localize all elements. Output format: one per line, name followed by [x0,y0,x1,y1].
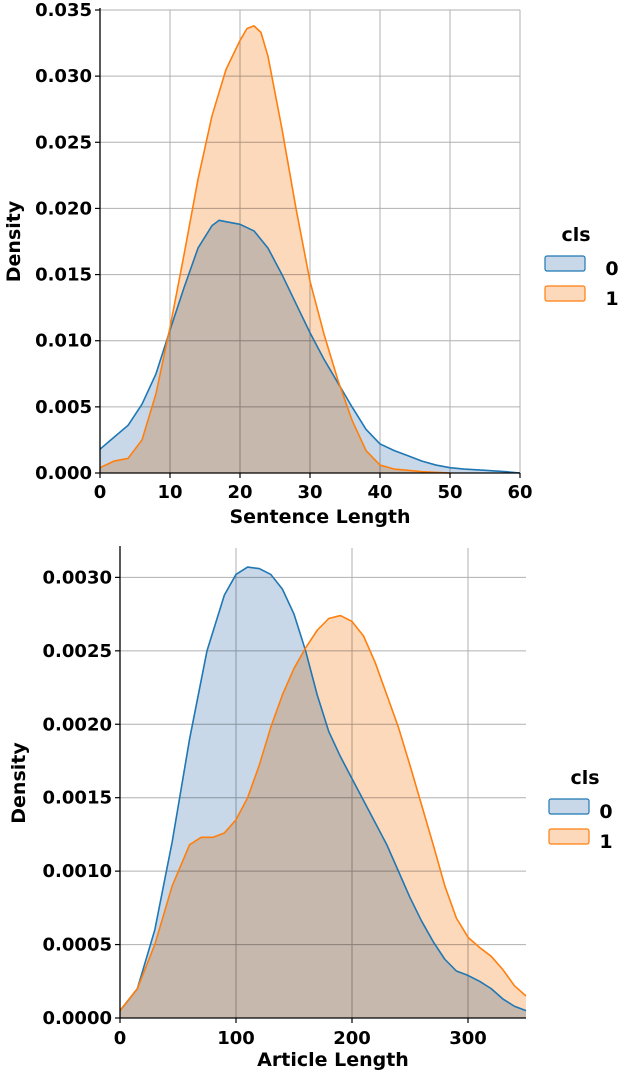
series-1-area [100,25,450,474]
legend-title: cls [561,224,590,246]
y-tick-label: 0.000 [35,463,92,484]
legend-swatch-1 [544,285,586,302]
y-tick-label: 0.0015 [43,788,112,809]
x-axis-label: Article Length [257,1049,409,1071]
series-1-line [99,25,451,474]
y-axis-label: Density [3,200,25,282]
y-tick-label: 0.015 [35,265,92,286]
y-tick-label: 0.010 [35,331,92,352]
legend-swatch-1 [548,828,590,845]
legend-title: cls [570,767,599,789]
y-axis-label: Density [8,742,30,824]
x-tick-label: 300 [449,1028,487,1049]
y-tick-label: 0.005 [35,397,92,418]
legend: cls 0 1 [544,224,619,310]
x-tick-label: 50 [437,482,462,503]
x-tick-label: 0 [114,1028,127,1049]
legend-label-0: 0 [599,801,612,823]
x-tick-label: 20 [227,482,252,503]
x-tick-label: 100 [217,1028,255,1049]
y-tick-label: 0.0020 [43,714,112,735]
x-tick-label: 60 [507,482,532,503]
legend-label-0: 0 [605,258,618,280]
legend-label-1: 1 [605,288,618,310]
x-tick-label: 0 [94,482,107,503]
legend-swatch-0 [544,255,586,272]
x-tick-label: 40 [367,482,392,503]
x-axis-label: Sentence Length [229,506,410,528]
x-tick-label: 200 [333,1028,371,1049]
series-1-area [120,615,526,1018]
x-tick-label: 30 [297,482,322,503]
sentence-length-density-chart: 0.000 0.005 0.010 0.015 0.020 0.025 0.030 0.035… [3,0,619,528]
y-tick-label: 0.0005 [43,935,112,956]
y-tick-label: 0.020 [35,198,92,219]
legend-label-1: 1 [599,831,612,853]
y-tick-label: 0.025 [35,132,92,153]
y-tick-label: 0.0025 [43,641,112,662]
y-tick-label: 0.0000 [43,1008,112,1029]
y-tick-label: 0.030 [35,66,92,87]
x-tick-label: 10 [157,482,182,503]
legend-swatch-0 [548,798,590,815]
article-length-density-chart: 0.0000 0.0005 0.0010 0.0015 0.0020 0.0025 0.00… [8,546,613,1071]
series-0-line [119,566,527,1012]
y-tick-label: 0.035 [35,0,92,21]
y-tick-label: 0.0010 [43,861,112,882]
series-1-line [119,614,527,1012]
y-tick-label: 0.0030 [43,567,112,588]
